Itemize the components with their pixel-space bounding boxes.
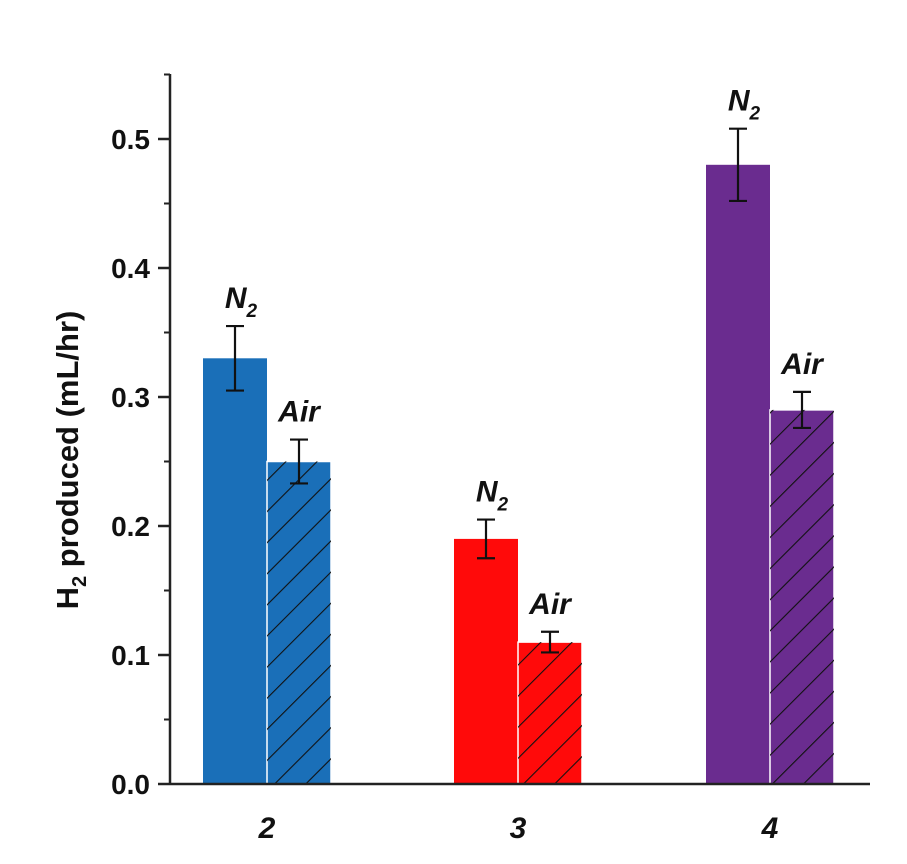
y-axis-title-rest: produced (mL/hr)	[50, 311, 85, 576]
bar-label-n2-2: N2	[225, 282, 258, 322]
y-axis-title-main: H	[50, 587, 85, 609]
bar-label-n2-4: N2	[728, 85, 761, 125]
bar-label-air-2: Air	[277, 396, 322, 429]
x-category-labels: 2 3 4	[258, 812, 779, 845]
bar-hatch-2	[267, 461, 331, 784]
y-tick-label: 0.5	[111, 124, 150, 155]
y-ticks: 0.0 0.1 0.2 0.3 0.4 0.5	[111, 73, 170, 800]
bar-label-air-3: Air	[528, 588, 573, 621]
y-tick-label: 0.4	[111, 253, 150, 284]
error-bars-layer	[226, 127, 811, 654]
bar-n2-3	[454, 538, 518, 784]
bar-label-air-4: Air	[780, 348, 825, 381]
y-tick-label: 0.2	[111, 511, 150, 542]
y-tick-label: 0.3	[111, 382, 150, 413]
x-category-label-2: 2	[258, 812, 276, 845]
y-tick-label: 0.0	[111, 769, 150, 800]
bar-n2-2	[203, 358, 267, 784]
x-category-label-4: 4	[761, 812, 779, 845]
bar-hatch-4	[770, 409, 834, 784]
y-tick-label: 0.1	[111, 640, 150, 671]
y-axis-title-sub: 2	[69, 576, 91, 587]
y-axis-title: H2 produced (mL/hr)	[50, 311, 91, 610]
bar-hatch-3	[518, 642, 582, 784]
bar-n2-4	[706, 164, 770, 785]
x-category-label-3: 3	[510, 812, 527, 845]
bar-label-n2-3: N2	[476, 476, 509, 516]
axes	[168, 74, 870, 786]
bars-layer	[203, 164, 835, 785]
bar-labels-layer: N2 Air N2 Air N2 Air	[225, 85, 825, 621]
